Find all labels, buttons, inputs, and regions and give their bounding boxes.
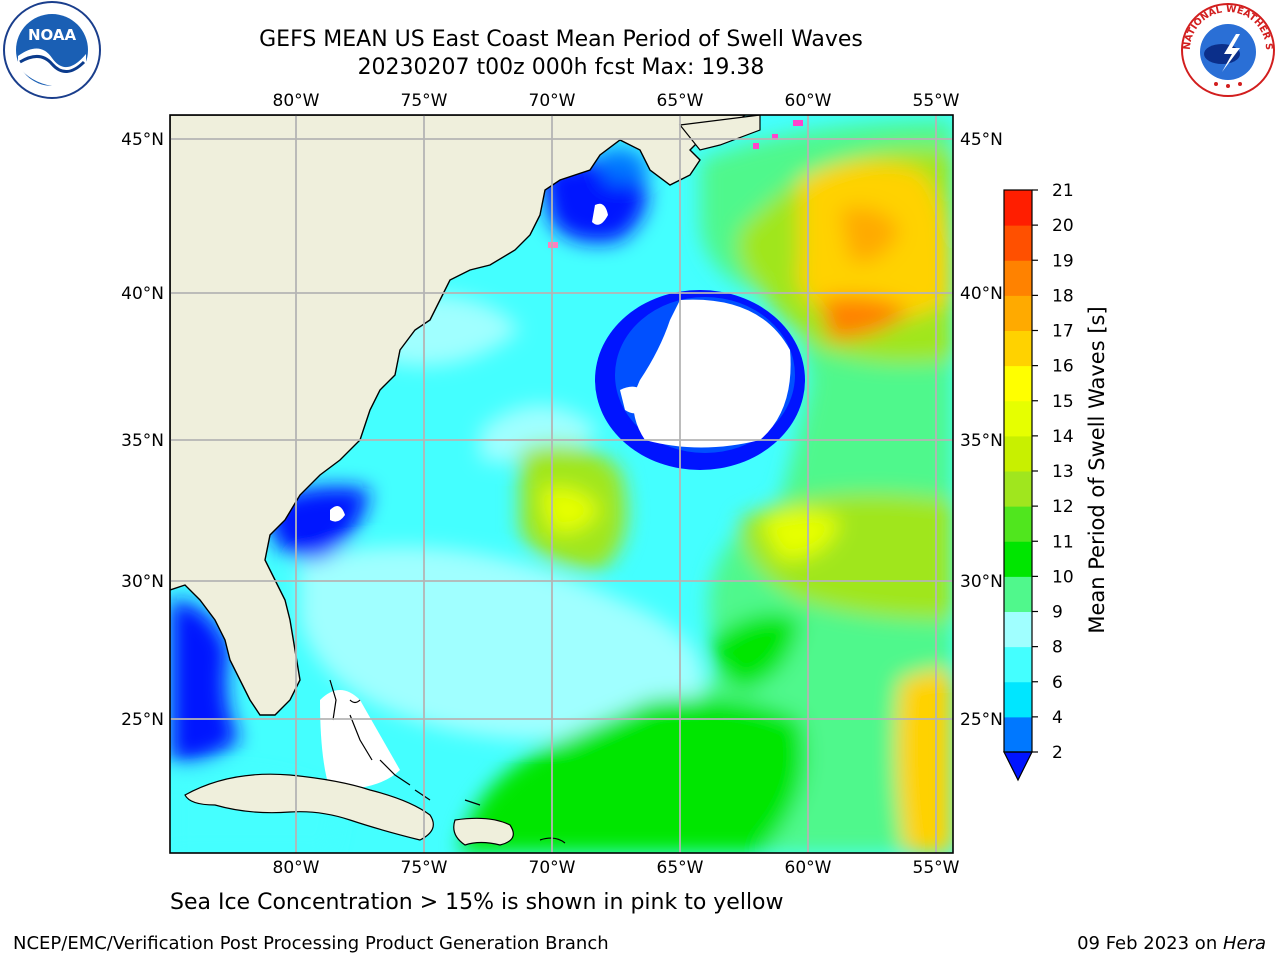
colorbar-segment bbox=[1004, 260, 1032, 296]
colorbar-title: Mean Period of Swell Waves [s] bbox=[1085, 306, 1109, 634]
colorbar-segment bbox=[1004, 295, 1032, 331]
footer-date-text: 09 Feb 2023 on bbox=[1077, 933, 1223, 954]
colorbar-tick-label: 16 bbox=[1052, 357, 1074, 377]
footer-credit: NCEP/EMC/Verification Post Processing Pr… bbox=[13, 933, 609, 954]
colorbar-segment bbox=[1004, 471, 1032, 507]
lon-label: 70°W bbox=[529, 91, 576, 111]
lat-label: 40°N bbox=[960, 284, 1003, 304]
colorbar-segment bbox=[1004, 506, 1032, 542]
lon-label: 55°W bbox=[913, 858, 960, 878]
lat-label: 45°N bbox=[121, 130, 164, 150]
colorbar-tick-label: 11 bbox=[1052, 532, 1074, 552]
colorbar-extend bbox=[1003, 751, 1033, 782]
colorbar-tick-label: 4 bbox=[1052, 708, 1063, 728]
colorbar-tick-label: 12 bbox=[1052, 497, 1074, 517]
swell-field bbox=[170, 120, 953, 853]
lon-label: 80°W bbox=[273, 858, 320, 878]
colorbar-tick-label: 10 bbox=[1052, 567, 1074, 587]
colorbar-tick-label: 14 bbox=[1052, 427, 1074, 447]
colorbar-tick-label: 13 bbox=[1052, 462, 1074, 482]
lon-label: 65°W bbox=[657, 91, 704, 111]
lat-labels-right: 45°N 40°N 35°N 30°N 25°N bbox=[960, 130, 1003, 730]
colorbar-segment bbox=[1004, 646, 1032, 683]
no-data-region bbox=[633, 299, 791, 448]
colorbar-segment bbox=[1004, 190, 1032, 226]
colorbar-tick-label: 2 bbox=[1052, 743, 1063, 763]
lon-labels-bottom: 80°W 75°W 70°W 65°W 60°W 55°W bbox=[273, 858, 960, 878]
lon-label: 55°W bbox=[913, 91, 960, 111]
chart-title: GEFS MEAN US East Coast Mean Period of S… bbox=[259, 27, 863, 52]
lon-labels-top: 80°W 75°W 70°W 65°W 60°W 55°W bbox=[273, 91, 960, 111]
lon-label: 60°W bbox=[785, 91, 832, 111]
lat-label: 25°N bbox=[121, 710, 164, 730]
lat-label: 30°N bbox=[960, 572, 1003, 592]
lon-label: 60°W bbox=[785, 858, 832, 878]
colorbar-tick-label: 6 bbox=[1052, 673, 1063, 693]
colorbar-segment bbox=[1004, 225, 1032, 261]
svg-text:NOAA: NOAA bbox=[28, 26, 77, 44]
colorbar-segment bbox=[1004, 541, 1032, 577]
nws-logo-icon: NATIONAL WEATHER SERVICE bbox=[1178, 0, 1275, 97]
lat-label: 35°N bbox=[960, 431, 1003, 451]
lon-label: 75°W bbox=[401, 91, 448, 111]
lon-label: 65°W bbox=[657, 858, 704, 878]
caption: Sea Ice Concentration > 15% is shown in … bbox=[170, 890, 784, 915]
lat-label: 35°N bbox=[121, 431, 164, 451]
colorbar-tick-label: 19 bbox=[1052, 251, 1074, 271]
colorbar-segment bbox=[1004, 400, 1032, 437]
colorbar: 2 4 6 8 9 10 11 12 13 14 15 16 17 18 19 20 21 bbox=[1003, 181, 1074, 782]
colorbar-tick-label: 18 bbox=[1052, 286, 1074, 306]
colorbar-tick-label: 9 bbox=[1052, 603, 1063, 623]
colorbar-segment bbox=[1004, 576, 1032, 612]
colorbar-tick-label: 8 bbox=[1052, 638, 1063, 658]
graticule bbox=[170, 115, 953, 853]
colorbar-tick-label: 17 bbox=[1052, 322, 1074, 342]
footer-machine: Hera bbox=[1222, 933, 1266, 954]
colorbar-segment bbox=[1004, 330, 1032, 367]
colorbar-segment bbox=[1004, 611, 1032, 648]
lon-label: 80°W bbox=[273, 91, 320, 111]
colorbar-tick-label: 21 bbox=[1052, 181, 1074, 201]
colorbar-segment bbox=[1004, 716, 1032, 753]
lat-labels-left: 45°N 40°N 35°N 30°N 25°N bbox=[121, 130, 164, 730]
lat-label: 25°N bbox=[960, 710, 1003, 730]
lat-label: 40°N bbox=[121, 284, 164, 304]
colorbar-segment bbox=[1004, 681, 1032, 718]
footer-date: 09 Feb 2023 on Hera bbox=[1077, 933, 1266, 954]
lon-label: 75°W bbox=[401, 858, 448, 878]
colorbar-tick-label: 15 bbox=[1052, 392, 1074, 412]
colorbar-segment bbox=[1004, 365, 1032, 402]
lat-label: 30°N bbox=[121, 572, 164, 592]
lon-label: 70°W bbox=[529, 858, 576, 878]
map-frame bbox=[169, 114, 954, 854]
lat-label: 45°N bbox=[960, 130, 1003, 150]
land-hispaniola bbox=[453, 817, 514, 846]
noaa-logo-icon: NOAA bbox=[3, 1, 101, 99]
colorbar-segment bbox=[1004, 435, 1032, 472]
colorbar-tick-label: 20 bbox=[1052, 216, 1074, 236]
chart-subtitle: 20230207 t00z 000h fcst Max: 19.38 bbox=[357, 55, 765, 80]
